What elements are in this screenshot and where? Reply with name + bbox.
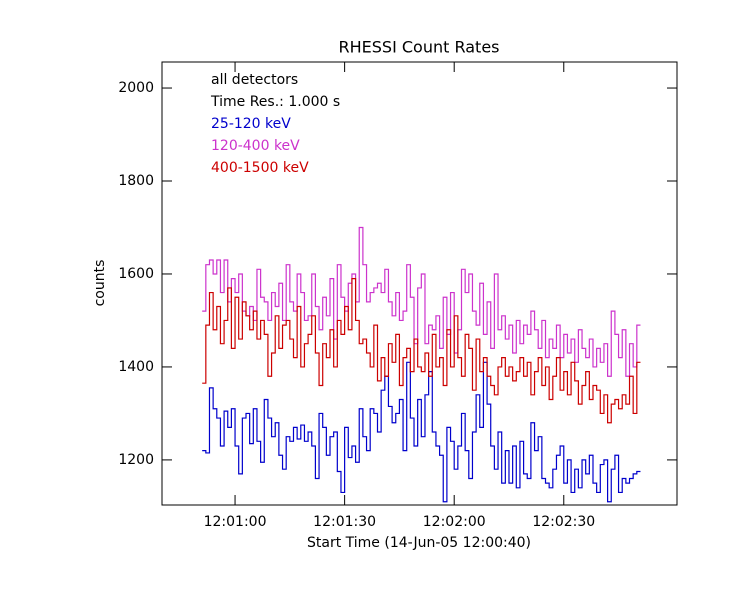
annotation: all detectors <box>211 72 298 88</box>
x-tick-label: 12:02:00 <box>423 514 486 530</box>
x-tick-label: 12:01:00 <box>204 514 267 530</box>
series-line <box>202 278 641 424</box>
y-tick-label: 1200 <box>118 452 154 468</box>
annotation: Time Res.: 1.000 s <box>210 94 340 110</box>
series-line <box>202 226 641 377</box>
y-tick-label: 1400 <box>118 359 154 375</box>
plot-frame <box>161 61 678 506</box>
y-tick-label: 1600 <box>118 266 154 282</box>
x-tick-label: 12:01:30 <box>313 514 376 530</box>
x-tick-label: 12:02:30 <box>532 514 595 530</box>
legend-entry: 400-1500 keV <box>211 160 309 176</box>
legend-entry: 25-120 keV <box>211 116 291 132</box>
chart-title: RHESSI Count Rates <box>339 38 500 57</box>
x-axis-label: Start Time (14-Jun-05 12:00:40) <box>307 535 531 551</box>
legend-entry: 120-400 keV <box>211 138 300 154</box>
y-axis-label: counts <box>92 260 108 307</box>
series-line <box>202 361 641 503</box>
y-tick-label: 1800 <box>118 173 154 189</box>
y-tick-label: 2000 <box>118 80 154 96</box>
